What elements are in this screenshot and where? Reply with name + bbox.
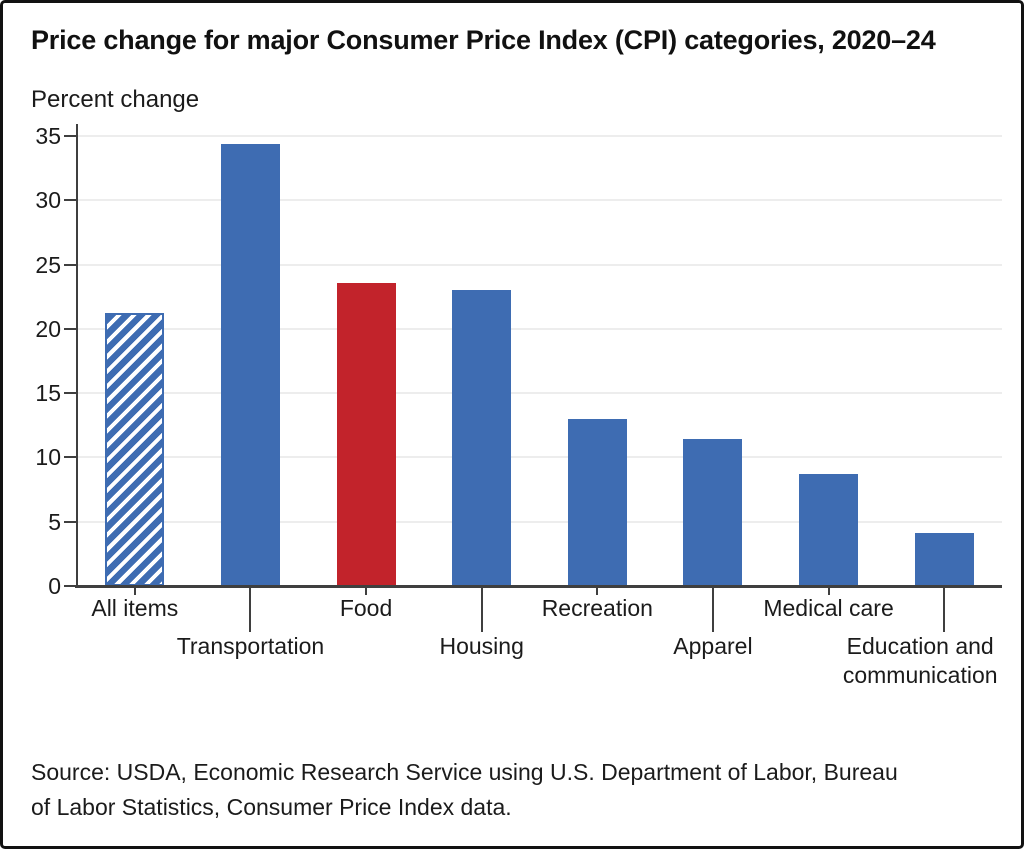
bar-all-items	[105, 313, 165, 586]
category-label-recreation: Recreation	[541, 595, 653, 621]
source-line-1: Source: USDA, Economic Research Service …	[31, 759, 898, 785]
y-tick-10	[64, 456, 77, 459]
category-label-medical-care: Medical care	[763, 595, 894, 621]
y-tick-label-10: 10	[35, 444, 61, 471]
source-note: Source: USDA, Economic Research Service …	[31, 755, 898, 825]
y-tick-label-30: 30	[35, 187, 61, 214]
y-tick-15	[64, 392, 77, 395]
bar-transportation	[220, 143, 280, 586]
leader-line-education-and-communication	[943, 586, 946, 632]
chart-title: Price change for major Consumer Price In…	[31, 25, 936, 55]
gridline-35	[77, 135, 1002, 137]
bar-apparel	[683, 439, 743, 586]
gridline-15	[77, 392, 1002, 395]
category-label-all-items: All items	[91, 595, 179, 621]
y-tick-35	[64, 135, 77, 137]
y-tick-5	[64, 520, 77, 523]
category-label-food: Food	[339, 595, 393, 621]
y-tick-label-0: 0	[48, 573, 61, 599]
bar-housing	[452, 290, 512, 586]
y-axis-title: Percent change	[31, 86, 200, 113]
gridline-25	[77, 263, 1002, 266]
leader-line-medical-care	[827, 586, 830, 595]
source-line-2: of Labor Statistics, Consumer Price Inde…	[31, 794, 512, 820]
category-label-transportation: Transportation	[176, 633, 325, 659]
category-label-education-and-communication: Education and communication	[842, 633, 998, 688]
y-tick-label-20: 20	[35, 315, 61, 342]
leader-line-food	[365, 586, 368, 595]
leader-line-recreation	[596, 586, 599, 595]
gridline-10	[77, 456, 1002, 459]
y-tick-25	[64, 263, 77, 266]
y-tick-label-15: 15	[35, 380, 61, 407]
bar-recreation	[567, 418, 627, 586]
category-label-apparel: Apparel	[673, 633, 753, 659]
gridline-5	[77, 520, 1002, 523]
leader-line-apparel	[711, 586, 714, 632]
x-axis-line	[75, 585, 1002, 588]
bar-medical-care	[799, 474, 859, 586]
y-tick-label-35: 35	[35, 123, 61, 149]
y-tick-20	[64, 327, 77, 330]
bar-education-and-communication	[914, 533, 974, 586]
y-tick-0	[64, 585, 77, 587]
bar-food	[336, 282, 396, 586]
category-label-housing: Housing	[439, 633, 524, 659]
gridline-20	[77, 327, 1002, 330]
leader-line-housing	[480, 586, 483, 632]
gridline-30	[77, 199, 1002, 202]
y-tick-label-25: 25	[35, 251, 61, 278]
y-axis-line	[76, 124, 78, 588]
y-tick-label-5: 5	[48, 508, 61, 535]
leader-line-all-items	[133, 586, 136, 595]
y-tick-30	[64, 199, 77, 202]
leader-line-transportation	[249, 586, 252, 632]
